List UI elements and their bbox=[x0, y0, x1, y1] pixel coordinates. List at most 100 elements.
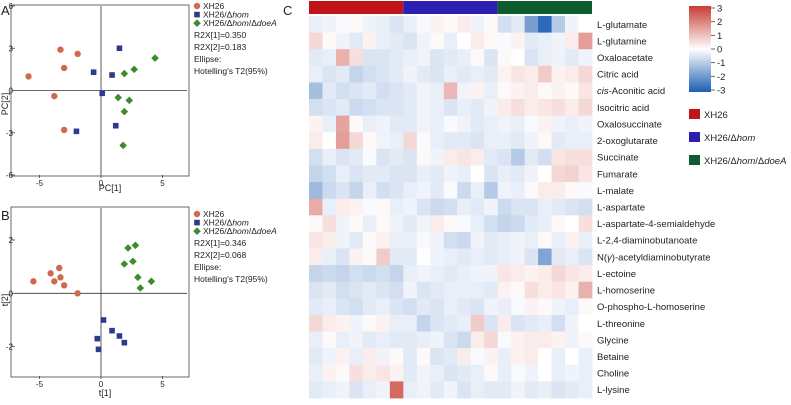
group-legend-label: XH26/Δhom/ΔdoeA bbox=[704, 156, 786, 167]
data-point bbox=[120, 260, 129, 268]
heatmap-row-label: Betaine bbox=[597, 352, 629, 363]
heatmap-cell bbox=[322, 381, 337, 399]
heatmap-cell bbox=[484, 99, 499, 117]
heatmap-cell bbox=[416, 198, 431, 216]
y-tick-label: -3 bbox=[6, 129, 14, 138]
x-tick-label: 0 bbox=[99, 179, 104, 188]
heatmap-cell bbox=[362, 248, 377, 266]
heatmap-cell bbox=[309, 115, 323, 133]
heatmap-cell bbox=[457, 198, 472, 216]
heatmap-cell bbox=[497, 215, 512, 233]
heatmap-cell bbox=[484, 248, 499, 266]
heatmap-cell bbox=[497, 314, 512, 332]
data-point bbox=[147, 277, 156, 286]
heatmap-cell bbox=[403, 182, 418, 200]
heatmap-cell bbox=[416, 298, 431, 316]
heatmap-cell bbox=[538, 298, 552, 316]
heatmap-cell bbox=[309, 65, 323, 83]
heatmap-cell bbox=[497, 281, 512, 299]
heatmap-cell bbox=[362, 182, 377, 200]
heatmap-cell bbox=[484, 49, 499, 67]
heatmap-cell bbox=[457, 314, 472, 332]
heatmap-cell bbox=[578, 331, 593, 349]
heatmap-cell bbox=[335, 148, 350, 166]
y-tick-label: -2 bbox=[6, 343, 14, 352]
heatmap-cell bbox=[538, 381, 552, 399]
heatmap-cell bbox=[376, 132, 391, 150]
legend-text-italic: hom bbox=[232, 218, 249, 228]
heatmap-cell bbox=[362, 65, 377, 83]
heatmap-cell bbox=[551, 132, 566, 150]
heatmap-cell bbox=[322, 115, 337, 133]
heatmap-cell bbox=[443, 49, 458, 67]
colorbar-tick-label: -2 bbox=[717, 72, 725, 83]
panel-b-y-axis-label: t[2] bbox=[0, 294, 10, 307]
heatmap-cell bbox=[524, 49, 539, 67]
heatmap-cell bbox=[362, 298, 377, 316]
heatmap-cell bbox=[389, 314, 404, 332]
heatmap-cell bbox=[484, 165, 499, 183]
legend-note: Hotelling's T2(95%) bbox=[194, 274, 268, 284]
heatmap-cell bbox=[457, 99, 472, 117]
heatmap-cell bbox=[524, 364, 539, 382]
y-tick-label: 0 bbox=[9, 289, 14, 298]
row-label-text: Choline bbox=[597, 369, 629, 380]
heatmap-cell bbox=[470, 198, 485, 216]
heatmap-cell bbox=[403, 32, 418, 50]
heatmap-row-label: L-homoserine bbox=[597, 286, 655, 297]
heatmap-cell bbox=[403, 298, 418, 316]
heatmap-cell bbox=[551, 265, 566, 283]
heatmap-cell bbox=[335, 165, 350, 183]
heatmap-cell bbox=[497, 231, 512, 249]
heatmap-cell bbox=[470, 65, 485, 83]
heatmap-cell bbox=[484, 215, 499, 233]
heatmap-cell bbox=[470, 182, 485, 200]
group-legend-text-italic: hom bbox=[737, 156, 756, 167]
row-label-text: L-lysine bbox=[597, 385, 630, 396]
heatmap-cell bbox=[565, 99, 579, 117]
heatmap-cell bbox=[470, 281, 485, 299]
heatmap-cell bbox=[309, 82, 323, 100]
row-label-text: O-phospho-L-homoserine bbox=[597, 302, 705, 313]
panel-a-letter: A bbox=[1, 3, 10, 18]
heatmap-cell bbox=[551, 99, 566, 117]
heatmap-cell bbox=[524, 198, 539, 216]
heatmap-cell bbox=[484, 32, 499, 50]
heatmap-cell bbox=[457, 49, 472, 67]
heatmap-cell bbox=[497, 298, 512, 316]
heatmap-cell bbox=[335, 16, 350, 34]
heatmap-cell bbox=[309, 32, 323, 50]
heatmap-cell bbox=[349, 132, 364, 150]
heatmap-cell bbox=[322, 231, 337, 249]
heatmap-cell bbox=[389, 182, 404, 200]
heatmap-cell bbox=[538, 132, 552, 150]
heatmap-cell bbox=[362, 198, 377, 216]
heatmap-cell bbox=[511, 165, 526, 183]
heatmap-cell bbox=[403, 331, 418, 349]
heatmap-cell bbox=[484, 265, 499, 283]
heatmap-cell bbox=[511, 265, 526, 283]
legend-text: XH26/Δ bbox=[203, 10, 233, 20]
heatmap-row-label: L-ectoine bbox=[597, 269, 636, 280]
heatmap-cell bbox=[403, 265, 418, 283]
row-label-text: Betaine bbox=[597, 352, 629, 363]
heatmap-cell bbox=[416, 16, 431, 34]
heatmap-cell bbox=[335, 65, 350, 83]
heatmap-cell bbox=[376, 82, 391, 100]
heatmap-cell bbox=[524, 248, 539, 266]
heatmap-cell bbox=[578, 16, 593, 34]
heatmap-cell bbox=[430, 231, 445, 249]
heatmap-cell bbox=[389, 331, 404, 349]
row-label-text: L-threonine bbox=[597, 319, 645, 330]
heatmap-cell bbox=[551, 182, 566, 200]
heatmap-cell bbox=[309, 165, 323, 183]
heatmap-cell bbox=[484, 331, 499, 349]
legend-text: XH26/Δ bbox=[203, 218, 233, 228]
heatmap-cell bbox=[376, 381, 391, 399]
heatmap-cell bbox=[565, 165, 579, 183]
heatmap-cell bbox=[470, 82, 485, 100]
row-label-text: L-aspartate-4-semialdehyde bbox=[597, 219, 715, 230]
heatmap-cell bbox=[457, 281, 472, 299]
heatmap-row-label: Isocitric acid bbox=[597, 103, 649, 114]
heatmap-cell bbox=[457, 115, 472, 133]
